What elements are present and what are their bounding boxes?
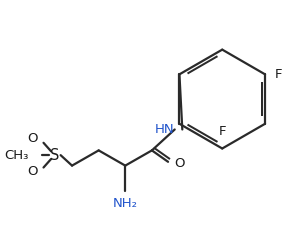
Text: O: O (27, 132, 38, 146)
Text: HN: HN (155, 123, 175, 136)
Text: F: F (218, 125, 226, 138)
Text: O: O (174, 157, 184, 170)
Text: CH₃: CH₃ (4, 149, 28, 162)
Text: NH₂: NH₂ (113, 197, 138, 210)
Text: S: S (50, 148, 60, 163)
Text: O: O (27, 165, 38, 178)
Text: F: F (275, 68, 282, 81)
